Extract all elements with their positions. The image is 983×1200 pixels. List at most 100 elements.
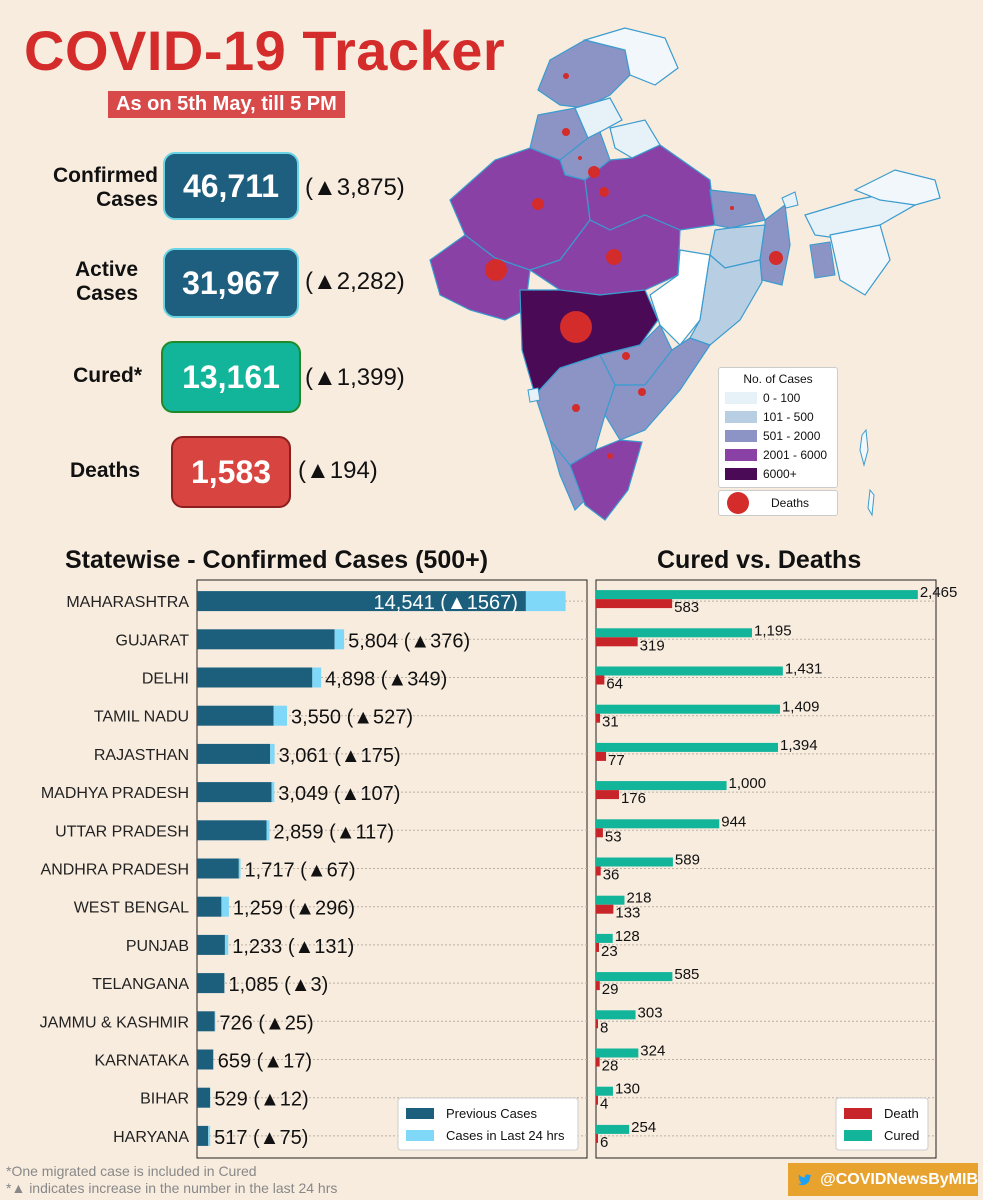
map-legend-swatch — [725, 449, 757, 461]
confirmed-data-label: 529 (▲12) — [214, 1089, 308, 1111]
map-region-goa — [527, 387, 541, 403]
cured-bar — [596, 666, 783, 676]
state-tick-label: PUNJAB — [126, 938, 189, 955]
confirmed-data-label: 14,541 (▲1567) — [374, 592, 518, 614]
last-24h-bar — [270, 743, 275, 764]
last-24h-bar — [208, 1125, 211, 1146]
deaths-legend-label: Deaths — [771, 496, 810, 510]
state-tick-label: JAMMU & KASHMIR — [40, 1014, 189, 1031]
death-data-label: 6 — [600, 1134, 608, 1151]
confirmed-data-label: 1,259 (▲296) — [233, 898, 355, 920]
state-tick-label: TAMIL NADU — [94, 709, 189, 726]
map-legend-label: 101 - 500 — [763, 410, 814, 424]
map-legend-title: No. of Cases — [743, 372, 813, 386]
cured-bar — [596, 933, 613, 943]
page-title: COVID-19 Tracker — [24, 19, 506, 82]
cured-bar — [596, 1048, 639, 1058]
map-region-chhattisgarh — [649, 249, 711, 346]
right-legend-swatch — [844, 1130, 872, 1141]
previous-cases-bar — [197, 820, 267, 841]
death-bubble-madhya-pradesh — [606, 249, 622, 265]
death-bar — [596, 1133, 598, 1143]
state-tick-label: ANDHRA PRADESH — [41, 862, 189, 879]
last-24h-bar — [266, 820, 270, 841]
confirmed-data-label: 1,233 (▲131) — [232, 936, 354, 958]
death-data-label: 29 — [602, 981, 619, 998]
confirmed-data-label: 5,804 (▲376) — [348, 630, 470, 652]
deaths-label: Deaths — [69, 459, 140, 482]
map-region-west-bengal — [759, 203, 791, 286]
cured-bar — [596, 742, 779, 752]
confirmed-label: Confirmed Cases — [53, 164, 158, 211]
twitter-handle: @COVIDNewsByMIB — [820, 1170, 978, 1188]
previous-cases-bar — [197, 667, 313, 688]
death-bar — [596, 790, 619, 800]
map-legend-item: 2001 - 6000 — [725, 448, 837, 462]
cured-bar — [596, 590, 918, 600]
cured-data-label: 324 — [640, 1043, 665, 1060]
previous-cases-bar — [197, 1049, 214, 1070]
death-data-label: 583 — [674, 599, 699, 616]
previous-cases-bar — [197, 782, 272, 803]
confirmed-data-label: 4,898 (▲349) — [325, 669, 447, 691]
death-bar — [596, 981, 600, 991]
left-legend-swatch — [406, 1108, 434, 1119]
cured-delta: (▲1,399) — [305, 364, 405, 391]
map-legend-label: 0 - 100 — [763, 391, 801, 405]
previous-cases-bar — [197, 629, 335, 650]
cured-data-label: 1,195 — [754, 622, 792, 639]
map-region-kerala — [549, 439, 586, 512]
death-bar — [596, 866, 601, 876]
death-data-label: 53 — [605, 828, 622, 845]
map-legend-label: 2001 - 6000 — [763, 448, 828, 462]
death-data-label: 31 — [602, 714, 619, 731]
right-legend-swatch — [844, 1108, 872, 1119]
cured-data-label: 1,000 — [729, 775, 767, 792]
death-data-label: 319 — [640, 637, 665, 654]
last-24h-bar — [525, 591, 566, 612]
death-bar — [596, 828, 603, 838]
death-data-label: 8 — [600, 1019, 608, 1036]
last-24h-bar — [221, 896, 229, 917]
death-bubble-uttar-pradesh — [599, 187, 609, 197]
map-region-ladakh — [582, 27, 679, 86]
state-tick-label: GUJARAT — [116, 632, 190, 649]
previous-cases-bar — [197, 934, 225, 955]
right-legend-label: Death — [884, 1106, 919, 1121]
date-subtitle: As on 5th May, till 5 PM — [108, 91, 345, 118]
footnote-migrated: *One migrated case is included in Cured — [6, 1163, 257, 1179]
map-region-assam — [804, 189, 916, 241]
map-region-nicobar — [867, 488, 875, 517]
death-bubble-maharashtra — [560, 311, 592, 343]
twitter-handle-badge[interactable]: @COVIDNewsByMIB — [788, 1163, 978, 1196]
death-bar — [596, 637, 638, 647]
map-region-tripura — [809, 241, 836, 279]
state-tick-label: MADHYA PRADESH — [41, 785, 189, 802]
cured-bar — [596, 895, 625, 905]
map-legend-swatch — [725, 411, 757, 423]
death-bubble-punjab — [562, 128, 570, 136]
death-bubble-tamil-nadu — [607, 453, 613, 459]
confirmed-data-label: 726 (▲25) — [219, 1012, 313, 1034]
state-tick-label: TELANGANA — [92, 976, 189, 993]
cured-label: Cured* — [73, 364, 142, 387]
confirmed-data-label: 517 (▲75) — [214, 1127, 308, 1149]
previous-cases-bar — [197, 1087, 211, 1108]
map-region-sikkim — [781, 191, 799, 209]
india-map — [429, 27, 941, 521]
last-24h-bar — [224, 934, 229, 955]
death-bar — [596, 1057, 600, 1067]
death-bubble-rajasthan — [532, 198, 544, 210]
cured-bar — [596, 857, 673, 867]
previous-cases-bar — [197, 743, 271, 764]
death-bar — [596, 713, 601, 723]
death-bubble-karnataka — [572, 404, 580, 412]
cured-bar — [596, 1010, 636, 1020]
map-legend-item: 501 - 2000 — [725, 429, 837, 443]
death-bubble-haryana — [578, 156, 582, 160]
cured-data-label: 128 — [615, 928, 640, 945]
confirmed-data-label: 1,717 (▲67) — [245, 860, 356, 882]
cured-data-label: 1,394 — [780, 737, 818, 754]
last-24h-bar — [334, 629, 345, 650]
death-data-label: 176 — [621, 790, 646, 807]
